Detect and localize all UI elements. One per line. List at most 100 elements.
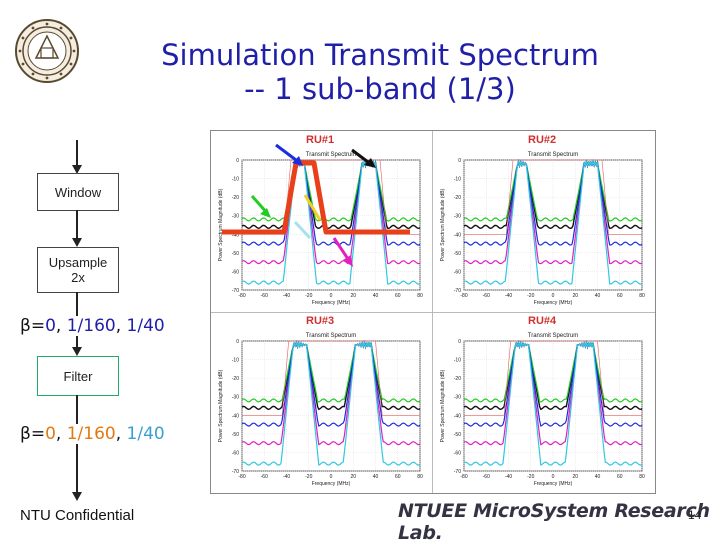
y-tick-label: -30 [454,395,461,401]
y-axis-label: Power Spectrum Magnitude (dB) [440,188,446,261]
spectrum-plot: RU#4 Transmit Spectrum -80 -60 -40 -20 0 20 40 6… [434,313,652,491]
y-axis-label: Power Spectrum Magnitude (dB) [440,369,446,442]
y-tick-label: -30 [454,214,461,220]
y-axis-label: Power Spectrum Magnitude (dB) [218,369,224,442]
y-tick-label: -10 [232,358,239,364]
upsample-factor: 2x [71,270,85,285]
x-tick-label: -60 [483,474,490,480]
arrow-head-2 [72,238,82,247]
spectrum-curve [241,159,421,265]
beta-value-1-40: 1/40 [126,316,165,336]
x-tick-label: -60 [261,293,268,299]
arrow-head-4 [72,492,82,501]
spectrum-plot: RU#1 Transmit Spectrum -80 -60 -40 -20 0 20 40 6… [212,132,430,310]
y-tick-label: -50 [232,432,239,438]
y-tick-label: -40 [454,413,461,419]
spectrum-curve [463,340,643,427]
x-tick-label: 60 [395,293,401,299]
y-tick-label: -20 [232,195,239,201]
upsample-block: Upsample 2x [37,247,119,293]
x-tick-label: 40 [595,474,601,480]
spectrum-plot: RU#2 Transmit Spectrum -80 -60 -40 -20 0 20 40 6… [434,132,652,310]
y-tick-label: -10 [232,177,239,183]
x-tick-label: -20 [305,293,312,299]
beta-label-1: β=0, 1/160, 1/40 [20,316,167,336]
spectrum-curve [463,340,643,446]
title-line-2: -- 1 sub-band (1/3) [244,72,516,106]
ru-label: RU#4 [528,315,557,327]
lab-logo-text: NTUEE MicroSystem Research Lab. [398,500,710,544]
spectrum-svg: Transmit Spectrum -80 -60 -40 -20 0 20 40 60 80 0 -… [440,152,645,306]
spectrum-curve [241,159,421,285]
y-tick-label: -30 [232,395,239,401]
spectrum-curve [463,159,643,222]
beta-label-2: β=0, 1/160, 1/40 [20,424,167,444]
x-tick-label: 20 [350,474,356,480]
spectrum-curve [241,339,421,411]
x-tick-label: 80 [639,474,645,480]
spectrum-curve [463,340,643,403]
spectrum-svg: Transmit Spectrum -80 -60 -40 -20 0 20 40 60 80 0 -… [218,333,423,487]
y-tick-label: -60 [454,269,461,275]
x-tick-label: 40 [595,293,601,299]
y-tick-label: -10 [454,177,461,183]
spectrum-curve [463,158,643,230]
y-tick-label: -40 [232,232,239,238]
plot-title: Transmit Spectrum [306,333,356,339]
x-tick-label: 20 [572,293,578,299]
arrow-head-1 [72,165,82,174]
spectrum-curve [241,340,421,427]
y-tick-label: -20 [454,195,461,201]
y-tick-label: -40 [454,232,461,238]
x-tick-label: -80 [238,474,245,480]
ru-label: RU#2 [528,134,557,146]
x-tick-label: 60 [617,293,623,299]
x-tick-label: 80 [417,474,423,480]
x-tick-label: 0 [330,293,333,299]
spectrum-svg: Transmit Spectrum -80 -60 -40 -20 0 20 40 60 80 0 -… [440,333,645,487]
x-tick-label: -20 [305,474,312,480]
x-tick-label: 80 [639,293,645,299]
x-tick-label: 20 [572,474,578,480]
x-tick-label: -80 [460,293,467,299]
plot-title: Transmit Spectrum [306,152,356,158]
beta-value-1-160: 1/160 [66,316,116,336]
beta-sep: , [55,316,67,336]
x-axis-label: Frequency (MHz) [534,300,573,306]
beta-value-1-160: 1/160 [66,424,116,444]
spectrum-curve [463,159,643,246]
y-tick-label: -10 [454,358,461,364]
beta-symbol: β= [20,316,46,336]
x-tick-label: -20 [527,293,534,299]
y-tick-label: -50 [454,251,461,257]
y-tick-label: -50 [454,432,461,438]
y-tick-label: 0 [458,158,461,164]
y-tick-label: 0 [236,339,239,345]
confidential-note: NTU Confidential [20,507,135,524]
ru-label: RU#3 [306,315,335,327]
plot-title: Transmit Spectrum [528,152,578,158]
filter-block: Filter [37,356,119,396]
spectrum-curve [463,339,643,411]
x-tick-label: 60 [617,474,623,480]
y-tick-label: -70 [454,288,461,294]
x-tick-label: -40 [505,474,512,480]
signal-line-4 [76,395,78,497]
spectrum-plot: RU#3 Transmit Spectrum -80 -60 -40 -20 0 20 40 6… [212,313,430,491]
x-tick-label: -80 [238,293,245,299]
x-tick-label: 60 [395,474,401,480]
beta-sep: , [55,424,67,444]
signal-line-top [76,140,78,172]
title-line-1: Simulation Transmit Spectrum [161,38,599,72]
beta-sep: , [115,316,127,336]
y-tick-label: 0 [458,339,461,345]
spectrum-curve [241,340,421,466]
beta-symbol: β= [20,424,46,444]
spectrum-curve [463,159,643,265]
y-axis-label: Power Spectrum Magnitude (dB) [218,188,224,261]
y-tick-label: 0 [236,158,239,164]
y-tick-label: -60 [232,269,239,275]
spectral-mask-line [464,340,642,416]
x-axis-label: Frequency (MHz) [312,481,351,487]
y-tick-label: -60 [454,450,461,456]
